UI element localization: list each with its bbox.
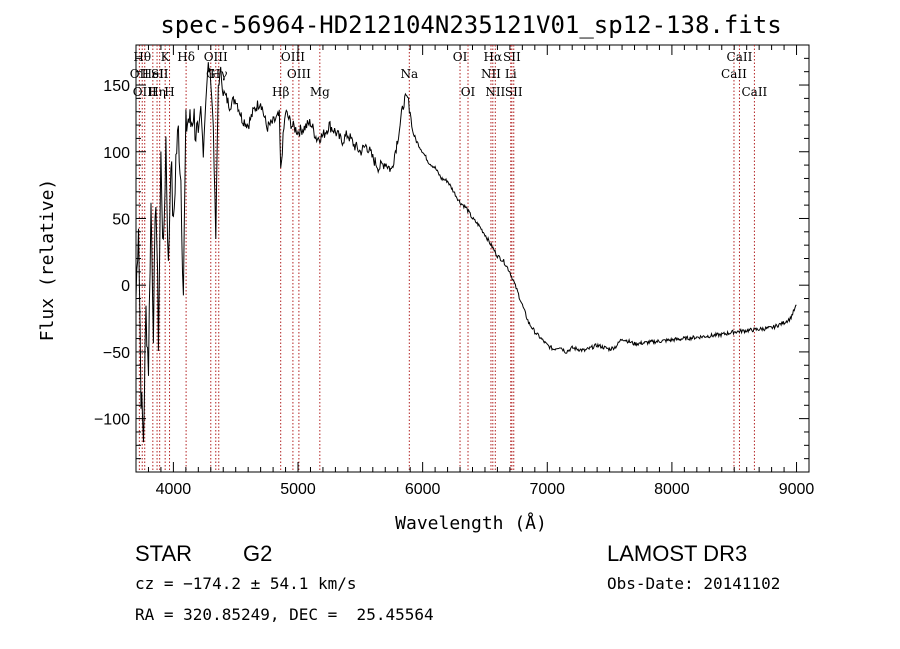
spectral-line-label: OIII: [281, 50, 305, 64]
spectral-line-label: CaII: [727, 50, 753, 64]
object-subclass: G2: [243, 541, 273, 566]
x-tick-label: 6000: [405, 481, 441, 498]
spectral-line-label: Na: [400, 67, 418, 81]
y-tick-label: −50: [103, 345, 130, 362]
spectral-line-label: Li: [505, 67, 517, 81]
spectral-line-label: OIII: [204, 50, 228, 64]
spectral-line-label: OI: [453, 50, 468, 64]
y-axis-ticks: −100 −50 0 50 100 150: [94, 44, 809, 473]
spectral-line-label: K: [161, 50, 171, 64]
spectral-line-labels-layer: OII Hθ OIII HeI Hη SII K H Hδ G OIII Hγ Hβ OIII OIII Mg…: [130, 50, 768, 99]
spectral-line-label: G: [206, 67, 216, 81]
survey-name: LAMOST DR3: [607, 541, 748, 566]
spectral-line-label: OII: [130, 67, 150, 81]
spectral-line-label: OIII: [287, 67, 311, 81]
spectral-line-label: SII: [505, 85, 523, 99]
x-tick-label: 5000: [280, 481, 316, 498]
spectral-line-label: H: [164, 85, 174, 99]
spectral-line-label: HeI: [142, 67, 165, 81]
x-axis-ticks: 4000 5000 6000 7000 8000 9000: [135, 45, 815, 498]
x-tick-label: 7000: [529, 481, 565, 498]
spectral-line-label: Hδ: [177, 50, 195, 64]
y-tick-label: 100: [103, 145, 130, 162]
y-axis-label: Flux (relative): [37, 179, 58, 342]
spectral-line-label: SII: [503, 50, 521, 64]
y-tick-label: 150: [103, 78, 130, 95]
y-tick-label: −100: [94, 412, 130, 429]
x-tick-label: 8000: [654, 481, 690, 498]
spectral-line-label: NII: [481, 67, 501, 81]
x-axis-label: Wavelength (Å): [395, 512, 547, 534]
spectral-line-label: Hγ: [210, 67, 228, 81]
x-tick-label: 4000: [156, 481, 192, 498]
ra-dec-coordinates: RA = 320.85249, DEC = 25.45564: [135, 605, 434, 624]
spectral-line-label: CaII: [741, 85, 767, 99]
spectral-line-label: OIII: [133, 85, 157, 99]
observation-date: Obs-Date: 20141102: [607, 574, 781, 593]
spectral-line-label: SII: [151, 67, 169, 81]
spectral-line-label: NII: [485, 85, 505, 99]
spectral-line-label: CaII: [721, 67, 747, 81]
spectral-line-label: Hη: [148, 85, 166, 99]
redshift-velocity: cz = −174.2 ± 54.1 km/s: [135, 574, 357, 593]
spectral-line-label: Hθ: [133, 50, 151, 64]
chart-title: spec-56964-HD212104N235121V01_sp12-138.f…: [160, 11, 781, 39]
spectrum-series-line: [135, 62, 797, 443]
spectral-line-label: Hα: [484, 50, 503, 64]
y-tick-label: 50: [112, 211, 130, 228]
spectral-line-label: Hβ: [272, 85, 289, 99]
spectral-lines-layer: [138, 45, 755, 472]
x-tick-label: 9000: [779, 481, 815, 498]
y-tick-label: 0: [121, 278, 130, 295]
spectral-line-label: Mg: [310, 85, 330, 99]
object-class: STAR: [135, 541, 193, 566]
plot-frame: [135, 44, 810, 473]
spectral-line-label: OI: [461, 85, 476, 99]
